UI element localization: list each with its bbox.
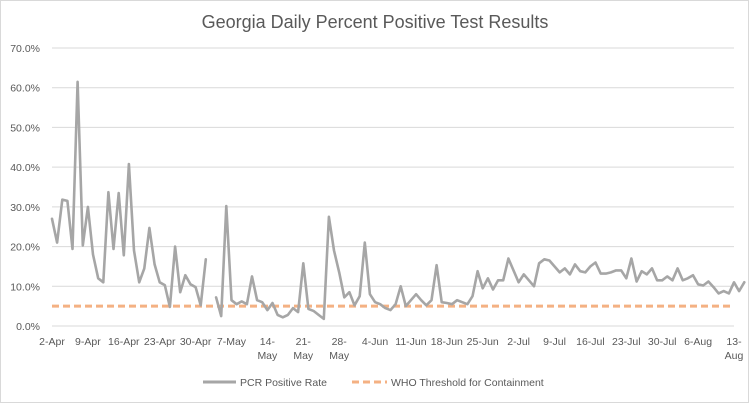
- series-line-segment: [214, 204, 746, 321]
- x-tick-label: 30-Jul: [648, 336, 677, 348]
- y-tick-label: 70.0%: [10, 43, 40, 55]
- x-tick-label-line: 6-Aug: [684, 336, 712, 348]
- x-tick-label-line: 30-Jul: [648, 336, 677, 348]
- x-tick-label: 30-Apr: [180, 336, 212, 348]
- x-tick-label-line: 23-Jul: [612, 336, 641, 348]
- x-tick-label: 13- Aug: [725, 336, 744, 362]
- x-tick-label: 2-Apr: [39, 336, 65, 348]
- x-tick-label-line: 14-: [260, 336, 276, 348]
- x-tick-label-line: 2-Jul: [507, 336, 530, 348]
- x-tick-label-line: 21-: [296, 336, 312, 348]
- chart-title: Georgia Daily Percent Positive Test Resu…: [202, 12, 549, 32]
- x-tick-label: 9-Apr: [75, 336, 101, 348]
- x-tick-label-line: 16-Jul: [576, 336, 605, 348]
- legend-label-pcr-positive-rate: PCR Positive Rate: [240, 377, 327, 389]
- x-tick-label-line: 25-Jun: [467, 336, 499, 348]
- y-tick-label: 50.0%: [10, 122, 40, 134]
- x-tick-label-line: 9-Apr: [75, 336, 101, 348]
- x-tick-label-line: 4-Jun: [362, 336, 388, 348]
- x-axis-tick-labels: 2-Apr 9-Apr 16-Apr 23-Apr 30-Apr 7-May 14-May2…: [39, 336, 743, 362]
- x-tick-label: 7-May: [217, 336, 247, 348]
- x-tick-label: 16-Jul: [576, 336, 605, 348]
- x-tick-label-line: 9-Jul: [543, 336, 566, 348]
- x-tick-label: 16-Apr: [108, 336, 140, 348]
- x-tick-label: 9-Jul: [543, 336, 566, 348]
- x-tick-label: 23-Apr: [144, 336, 176, 348]
- x-tick-label-line: 30-Apr: [180, 336, 212, 348]
- x-tick-label: 4-Jun: [362, 336, 388, 348]
- x-tick-label: 14- May: [257, 336, 278, 362]
- x-tick-label: 23-Jul: [612, 336, 641, 348]
- x-tick-label-line: 13-: [726, 336, 742, 348]
- x-tick-label-line: 28-: [332, 336, 348, 348]
- x-tick-label: 11-Jun: [395, 336, 426, 348]
- y-axis-tick-labels: 0.0% 10.0% 20.0% 30.0% 40.0% 50.0% 60.0% 70.0%: [10, 43, 40, 333]
- x-tick-label-line: 23-Apr: [144, 336, 176, 348]
- x-tick-label-line: May: [329, 350, 350, 362]
- x-tick-label-line: 11-Jun: [395, 336, 426, 348]
- y-tick-label: 40.0%: [10, 162, 40, 174]
- x-tick-label: 18-Jun: [431, 336, 463, 348]
- x-tick-label: 2-Jul: [507, 336, 530, 348]
- x-tick-label: 6-Aug: [684, 336, 712, 348]
- y-tick-label: 0.0%: [16, 321, 40, 333]
- y-tick-label: 60.0%: [10, 83, 40, 95]
- x-tick-label-line: 2-Apr: [39, 336, 65, 348]
- pcr-positive-rate-series: [50, 80, 746, 321]
- legend: PCR Positive Rate WHO Threshold for Cont…: [203, 377, 544, 389]
- x-tick-label: 28- May: [329, 336, 350, 362]
- gridlines: [52, 47, 734, 327]
- x-tick-label: 21- May: [293, 336, 314, 362]
- x-tick-label-line: May: [293, 350, 314, 362]
- x-tick-label-line: Aug: [725, 350, 744, 362]
- y-tick-label: 30.0%: [10, 202, 40, 214]
- y-tick-label: 20.0%: [10, 242, 40, 254]
- x-tick-label-line: 16-Apr: [108, 336, 140, 348]
- x-tick-label-line: May: [257, 350, 278, 362]
- x-tick-label: 25-Jun: [467, 336, 499, 348]
- x-tick-label-line: 18-Jun: [431, 336, 463, 348]
- legend-label-who-threshold: WHO Threshold for Containment: [391, 377, 544, 389]
- y-tick-label: 10.0%: [10, 281, 40, 293]
- series-line-segment: [50, 80, 208, 309]
- x-tick-label-line: 7-May: [217, 336, 247, 348]
